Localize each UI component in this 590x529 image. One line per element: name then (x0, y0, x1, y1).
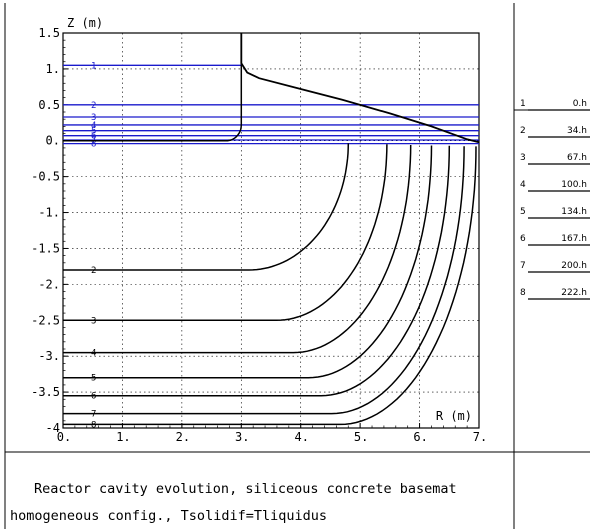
melt-level-label-8: 8 (91, 140, 96, 150)
cavity-profile-label-2: 2 (91, 266, 96, 276)
cavity-profile-7 (63, 146, 465, 415)
cavity-profile-label-7: 7 (91, 410, 96, 420)
plot-border (62, 32, 480, 429)
cavity-profile-label-3: 3 (91, 316, 96, 326)
x-tick-label-3: 3. (235, 430, 249, 444)
cavity-profile-4 (63, 144, 412, 354)
legend-row-time-5: 134.h (561, 207, 587, 217)
cavity-profile-6 (63, 145, 451, 397)
legend-row-id-2: 2 (520, 126, 526, 136)
cavity-profile-3 (63, 144, 388, 322)
y-tick-label-0: 1.5 (38, 26, 60, 40)
legend-row-time-3: 67.h (567, 153, 587, 163)
y-tick-label-4: -0.5 (31, 170, 60, 184)
cavity-profile-5 (63, 145, 433, 379)
legend-row-time-2: 34.h (567, 126, 587, 136)
x-tick-label-0: 0. (57, 430, 71, 444)
legend-row-time-7: 200.h (561, 261, 587, 271)
melt-level-label-3: 3 (91, 113, 96, 123)
legend-row-id-8: 8 (520, 288, 526, 298)
legend: 1 0.h 2 34.h 3 67.h 4 100.h 5 134.h 6 167.h 7 200.h 8 2… (520, 99, 590, 300)
cavity-profile-2 (63, 143, 350, 271)
legend-row-id-3: 3 (520, 153, 526, 163)
y-tick-label-10: -3.5 (31, 385, 60, 399)
cavity-profile-1 (63, 33, 243, 142)
legend-row-id-5: 5 (520, 207, 526, 217)
cavity-profile-8 (63, 146, 477, 426)
x-tick-label-2: 2. (176, 430, 190, 444)
caption-line-1: Reactor cavity evolution, siliceous conc… (34, 481, 457, 497)
y-tick-label-9: -3. (38, 349, 60, 363)
melt-level-label-4: 4 (91, 121, 96, 131)
y-tick-label-6: -1.5 (31, 241, 60, 255)
melt-level-label-1: 1 (91, 61, 96, 71)
legend-row-id-6: 6 (520, 234, 526, 244)
y-tick-label-2: 0.5 (38, 98, 60, 112)
x-tick-label-4: 4. (294, 430, 308, 444)
y-tick-label-8: -2.5 (31, 313, 60, 327)
x-tick-label-1: 1. (116, 430, 130, 444)
legend-row-id-7: 7 (520, 261, 526, 271)
y-tick-label-7: -2. (38, 277, 60, 291)
melt-level-label-6: 6 (91, 132, 96, 142)
legend-row-time-4: 100.h (561, 180, 587, 190)
legend-row-time-1: 0.h (573, 99, 587, 109)
cavity-profile-label-6: 6 (91, 392, 96, 402)
y-tick-label-1: 1. (46, 62, 60, 76)
y-tick-label-11: -4 (46, 421, 60, 435)
melt-level-label-5: 5 (91, 127, 96, 137)
cavity-profile-label-5: 5 (91, 374, 96, 384)
x-tick-label-5: 5. (354, 430, 368, 444)
y-tick-label-5: -1. (38, 206, 60, 220)
legend-row-time-8: 222.h (561, 288, 587, 298)
x-axis-label: R (m) (436, 409, 472, 423)
caption-line-2: homogeneous config., Tsolidif=Tliquidus (10, 508, 327, 524)
x-tick-label-7: 7. (473, 430, 487, 444)
y-axis-label: Z (m) (67, 16, 103, 30)
cavity-profile-label-4: 4 (91, 349, 96, 359)
pool-surface-line (240, 33, 480, 144)
x-tick-label-6: 6. (413, 430, 427, 444)
cavity-profile-label-8: 8 (91, 420, 96, 430)
legend-row-id-1: 1 (520, 99, 526, 109)
y-tick-label-3: 0. (46, 134, 60, 148)
legend-row-id-4: 4 (520, 180, 526, 190)
plot-area: 0. 1. 2. 3. 4. 5. 6. 7. 1.5 1. 0.5 0. -0.5 -1. -1.5 -2.… (31, 16, 487, 444)
melt-level-label-2: 2 (91, 101, 96, 111)
legend-row-time-6: 167.h (561, 234, 587, 244)
